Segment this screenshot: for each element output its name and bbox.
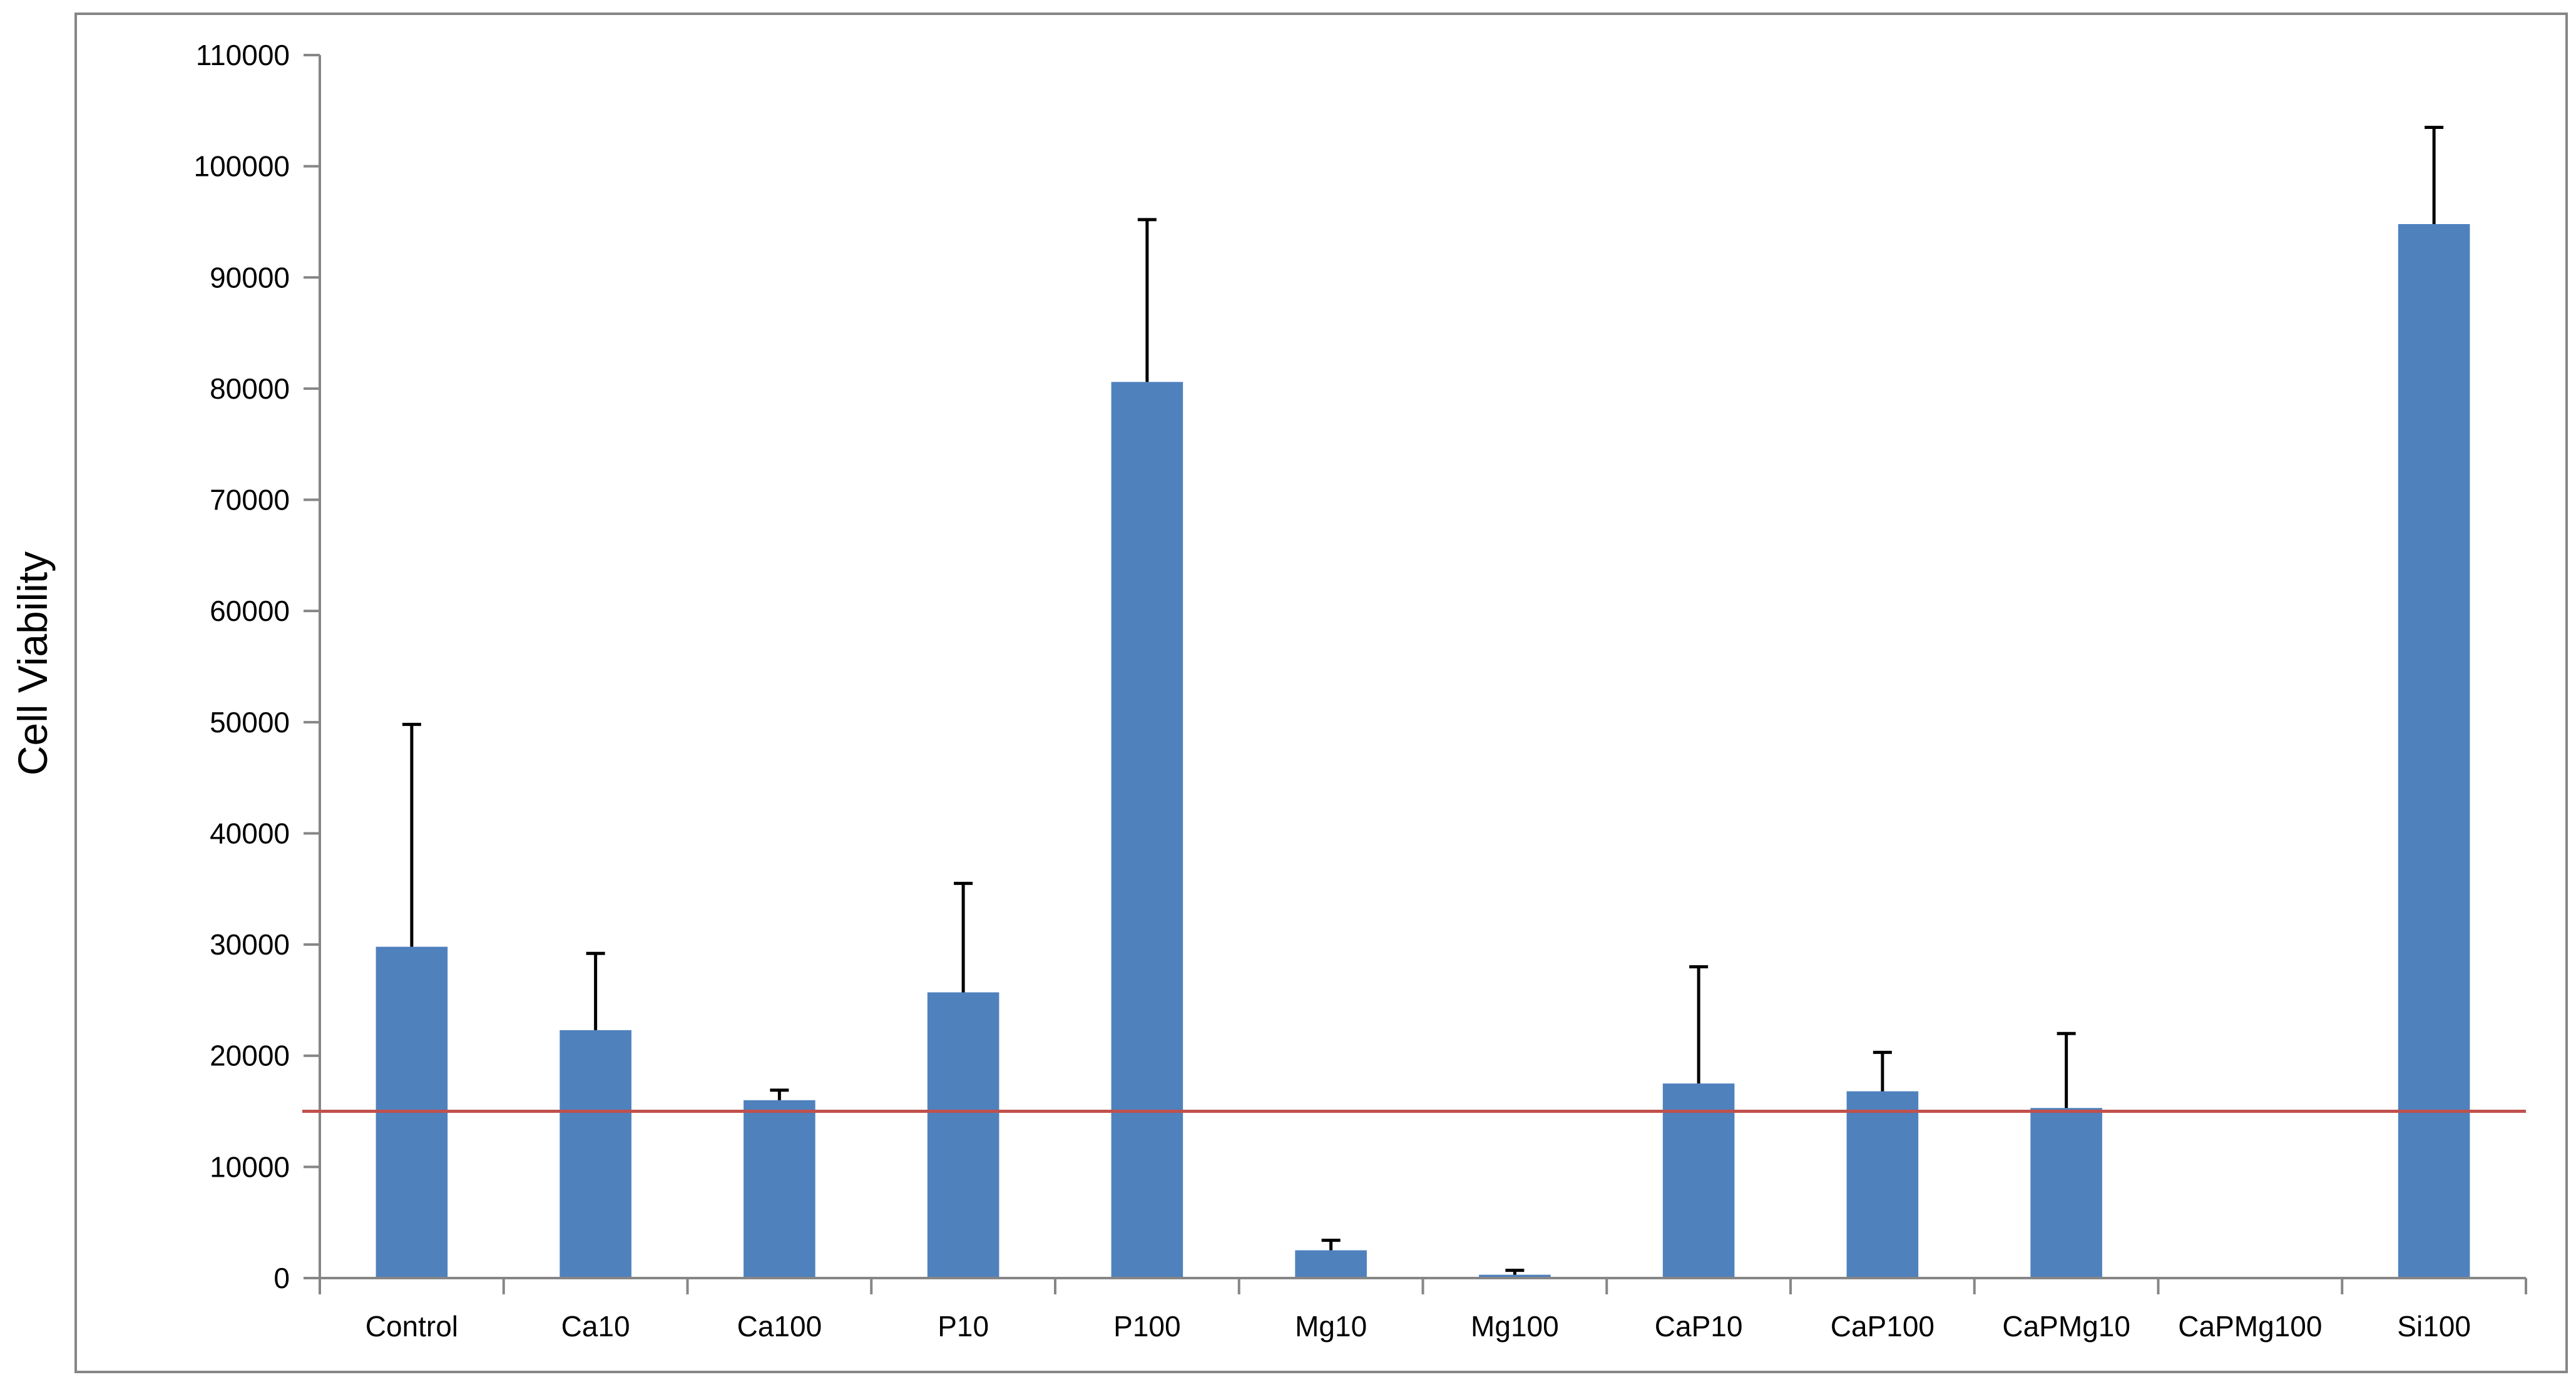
y-tick-label: 30000 xyxy=(210,928,290,961)
bar xyxy=(560,1030,631,1278)
bar xyxy=(1662,1083,1735,1278)
y-tick-label: 0 xyxy=(273,1262,290,1294)
x-tick-label: CaP100 xyxy=(1831,1310,1935,1343)
bar xyxy=(1295,1250,1367,1278)
plot-area: 0 10000 20000 30000 40000 50000 60000 70000 8000… xyxy=(194,39,2527,1343)
chart-frame xyxy=(74,13,2568,1373)
bar xyxy=(2030,1108,2102,1278)
bar xyxy=(927,992,999,1278)
bar xyxy=(744,1100,815,1278)
y-tick-label: 10000 xyxy=(210,1150,290,1183)
y-tick-label: 100000 xyxy=(194,150,290,183)
y-tick-label: 40000 xyxy=(210,817,290,849)
x-tick-label: Ca10 xyxy=(561,1310,630,1343)
y-tick-label: 60000 xyxy=(210,595,290,627)
y-axis-title: Cell Viability xyxy=(9,551,56,775)
y-tick-label: 70000 xyxy=(210,484,290,516)
bar xyxy=(1479,1274,1551,1278)
x-tick-label: P10 xyxy=(938,1310,989,1343)
bar xyxy=(2398,224,2470,1278)
y-tick-label: 90000 xyxy=(210,261,290,294)
y-tick-label: 110000 xyxy=(196,39,290,71)
x-tick-label: Mg10 xyxy=(1295,1310,1367,1343)
x-tick-label: Si100 xyxy=(2397,1310,2471,1343)
x-tick-label: Control xyxy=(365,1310,458,1343)
x-tick-label: CaP10 xyxy=(1655,1310,1743,1343)
x-tick-label: P100 xyxy=(1113,1310,1180,1343)
y-tick-label: 80000 xyxy=(210,372,290,405)
x-tick-label: Mg100 xyxy=(1471,1310,1559,1343)
bar xyxy=(1111,382,1183,1278)
y-tick-label: 20000 xyxy=(210,1040,290,1072)
x-tick-label: Ca100 xyxy=(737,1310,822,1343)
bar xyxy=(1846,1091,1919,1278)
y-tick-label: 50000 xyxy=(210,706,290,739)
x-tick-label: CaPMg10 xyxy=(2002,1310,2130,1343)
x-tick-label: CaPMg100 xyxy=(2178,1310,2322,1343)
